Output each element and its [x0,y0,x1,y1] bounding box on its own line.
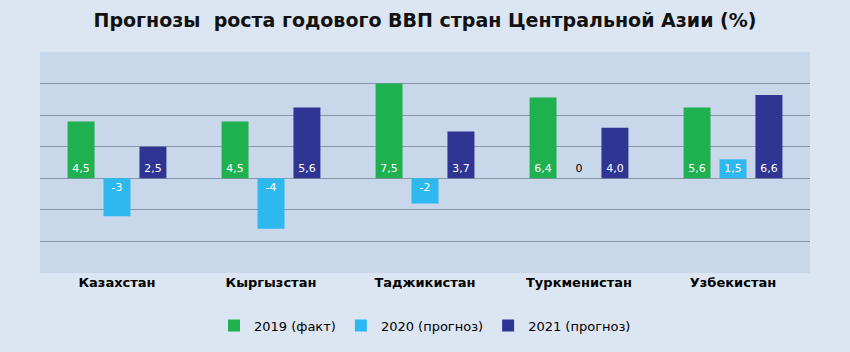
svg-text:6,4: 6,4 [534,162,551,175]
svg-text:5,6: 5,6 [688,162,705,175]
svg-text:0: 0 [576,162,583,175]
svg-text:-3: -3 [112,181,123,194]
svg-text:Кыргызстан: Кыргызстан [226,275,317,290]
svg-text:6,6: 6,6 [760,162,777,175]
svg-text:2021 (прогноз): 2021 (прогноз) [528,319,630,334]
svg-text:Казахстан: Казахстан [78,275,155,290]
svg-text:Таджикистан: Таджикистан [374,275,475,290]
svg-text:4,5: 4,5 [226,162,243,175]
svg-text:Прогнозы роста годового ВВП с: Прогнозы роста годового ВВП стран Центра… [94,9,757,31]
svg-text:3,7: 3,7 [452,162,469,175]
svg-text:7,5: 7,5 [380,162,397,175]
svg-text:-4: -4 [266,181,277,194]
svg-text:1,5: 1,5 [724,162,741,175]
svg-text:5,6: 5,6 [298,162,315,175]
svg-text:-2: -2 [420,181,431,194]
svg-text:2,5: 2,5 [144,162,161,175]
svg-text:4,5: 4,5 [72,162,89,175]
svg-text:Узбекистан: Узбекистан [690,275,776,290]
svg-text:2019 (факт): 2019 (факт) [254,319,336,334]
svg-text:4,0: 4,0 [606,162,623,175]
svg-text:Туркменистан: Туркменистан [526,275,632,290]
svg-text:2020 (прогноз): 2020 (прогноз) [381,319,483,334]
